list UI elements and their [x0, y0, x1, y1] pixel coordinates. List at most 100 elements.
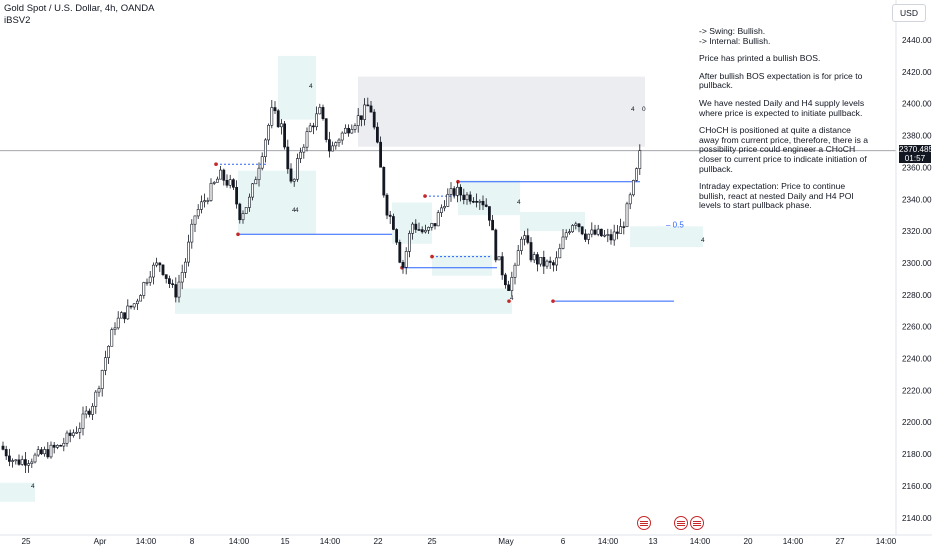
bull-candle — [497, 256, 501, 261]
last-price: 2370.485 — [899, 144, 932, 154]
bull-candle — [315, 113, 319, 128]
bull-candle — [30, 461, 34, 464]
bear-candle — [475, 200, 479, 203]
bull-candle — [126, 305, 130, 320]
bull-candle — [532, 254, 536, 261]
bear-candle — [286, 146, 290, 170]
bull-candle — [343, 127, 347, 134]
bear-candle — [452, 188, 456, 196]
bear-candle — [321, 107, 325, 119]
levels-layer: – 0.5 — [0, 150, 896, 303]
bull-candle — [356, 115, 360, 126]
time-tick-label: 14:00 — [136, 537, 157, 546]
candles-layer — [1, 97, 642, 473]
bull-candle — [116, 317, 120, 329]
bear-candle — [401, 262, 405, 268]
bull-candle — [606, 234, 610, 236]
zone-box — [520, 211, 585, 232]
bear-candle — [327, 139, 331, 152]
currency-button[interactable]: USD — [892, 4, 926, 22]
bull-candle — [436, 212, 440, 227]
bull-candle — [251, 183, 255, 198]
bear-candle — [68, 432, 72, 436]
bull-candle — [120, 312, 123, 319]
bull-candle — [340, 132, 344, 141]
bear-candle — [283, 123, 287, 148]
bear-candle — [420, 229, 424, 233]
price-axis[interactable]: 2140.00 2160.00 2180.00 2200.00 2220.00 2240.… — [895, 0, 932, 535]
bull-candle — [619, 226, 623, 234]
bear-candle — [468, 194, 472, 202]
bull-candle — [219, 169, 223, 180]
bull-candle — [84, 410, 88, 415]
bear-candle — [388, 214, 392, 217]
price-tick-label: 2240.00 — [902, 355, 932, 364]
bull-candle — [190, 223, 194, 243]
bear-candle — [491, 219, 495, 231]
time-tick-label: Apr — [94, 537, 107, 546]
bear-candle — [129, 305, 133, 308]
bear-candle — [548, 260, 552, 263]
price-tick-label: 2420.00 — [902, 68, 932, 77]
bull-candle — [200, 201, 203, 210]
bear-candle — [382, 166, 386, 196]
zone-box — [278, 55, 316, 120]
bull-candle — [196, 209, 200, 217]
bear-candle — [1, 445, 5, 450]
bull-candle — [363, 104, 367, 120]
bear-candle — [593, 229, 597, 235]
price-tick-label: 2200.00 — [902, 418, 932, 427]
time-tick-label: 6 — [561, 537, 566, 546]
bull-candle — [228, 179, 232, 186]
bull-candle — [136, 300, 139, 305]
bear-candle — [462, 194, 466, 200]
zone-box — [358, 76, 645, 147]
bear-candle — [379, 141, 383, 168]
bear-candle — [174, 284, 178, 298]
note-internal: -> Internal: Bullish. — [699, 35, 771, 46]
bull-candle — [539, 257, 543, 265]
bull-candle — [97, 388, 101, 393]
bear-candle — [507, 284, 511, 291]
bull-candle — [62, 442, 66, 447]
indicator-name[interactable]: iBSV2 — [4, 15, 31, 26]
bear-candle — [471, 200, 475, 203]
time-tick-label: 25 — [427, 537, 437, 546]
bull-candle — [33, 454, 37, 463]
bull-candle — [14, 459, 18, 462]
bear-candle — [391, 216, 395, 230]
bull-candle — [145, 281, 149, 284]
us-event-flag-icon[interactable] — [690, 516, 704, 530]
time-axis[interactable]: 25 Apr 14:00 8 14:00 15 14:00 22 25 May 6 14:00 13 14… — [0, 534, 932, 546]
bear-candle — [46, 449, 50, 458]
bear-candle — [500, 256, 504, 276]
bar-countdown: 01:57 — [904, 153, 926, 163]
bear-candle — [580, 226, 584, 235]
bear-candle — [535, 254, 539, 265]
bull-candle — [295, 158, 299, 180]
bear-candle — [372, 111, 376, 128]
bull-candle — [27, 463, 31, 466]
bear-candle — [158, 262, 162, 266]
bear-candle — [276, 110, 280, 128]
swing-point-marker — [507, 299, 511, 303]
time-tick-label: 14:00 — [876, 537, 897, 546]
bull-candle — [465, 194, 469, 200]
bear-candle — [8, 455, 11, 462]
bull-candle — [91, 405, 95, 415]
us-event-flag-icon[interactable] — [674, 516, 688, 530]
price-tick-label: 2400.00 — [902, 100, 932, 109]
bull-candle — [427, 227, 431, 231]
bull-candle — [65, 432, 69, 444]
bear-candle — [599, 228, 603, 237]
zone-label: 4 — [31, 483, 35, 490]
price-tick-label: 2180.00 — [902, 450, 932, 459]
bull-candle — [564, 232, 568, 238]
zone-label: 4 — [701, 237, 705, 244]
us-event-flag-icon[interactable] — [637, 516, 651, 530]
time-tick-label: 8 — [190, 537, 195, 546]
bull-candle — [443, 206, 447, 209]
bull-candle — [571, 225, 575, 233]
